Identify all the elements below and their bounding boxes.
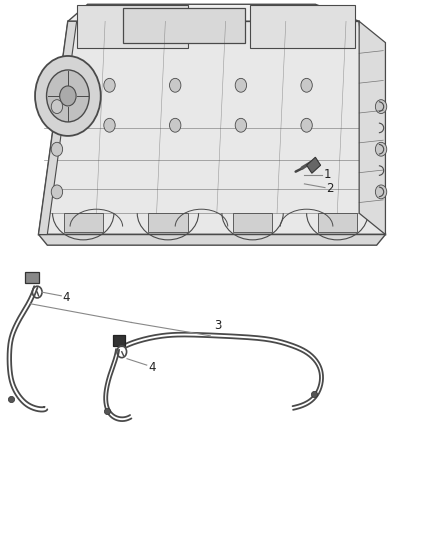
Circle shape (375, 100, 387, 114)
Circle shape (51, 185, 63, 199)
Circle shape (235, 78, 247, 92)
Polygon shape (307, 157, 321, 173)
Circle shape (60, 86, 76, 106)
Circle shape (104, 118, 115, 132)
Circle shape (104, 78, 115, 92)
Polygon shape (39, 21, 385, 235)
Circle shape (375, 142, 387, 156)
Circle shape (301, 78, 312, 92)
Polygon shape (68, 4, 359, 64)
Circle shape (235, 118, 247, 132)
Polygon shape (148, 213, 187, 232)
Polygon shape (359, 21, 385, 235)
Text: 3: 3 (215, 319, 222, 332)
Polygon shape (113, 335, 125, 346)
Polygon shape (77, 5, 188, 48)
Circle shape (46, 70, 89, 122)
Circle shape (170, 78, 181, 92)
Text: 1: 1 (323, 168, 331, 181)
Polygon shape (123, 8, 245, 43)
Polygon shape (25, 272, 39, 283)
Circle shape (51, 100, 63, 114)
Circle shape (35, 56, 101, 136)
Polygon shape (39, 235, 385, 245)
Circle shape (375, 185, 387, 199)
Text: 4: 4 (63, 292, 70, 304)
Polygon shape (39, 21, 77, 235)
Text: 2: 2 (326, 182, 334, 195)
Circle shape (301, 118, 312, 132)
Polygon shape (64, 213, 103, 232)
Text: 4: 4 (148, 361, 155, 374)
Polygon shape (233, 213, 272, 232)
Circle shape (170, 118, 181, 132)
Polygon shape (318, 213, 357, 232)
Polygon shape (250, 5, 355, 48)
Circle shape (51, 142, 63, 156)
